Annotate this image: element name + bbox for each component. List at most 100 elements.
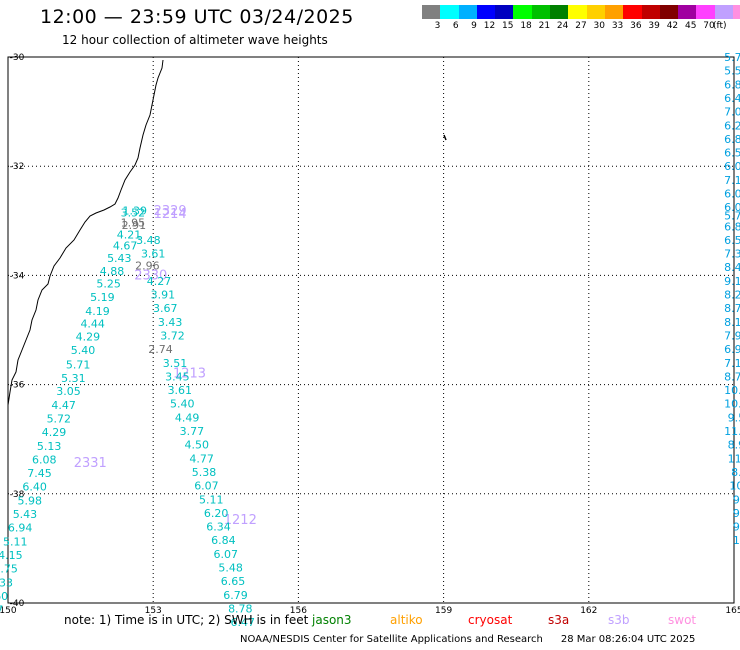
color-scale-label: 27 (575, 21, 587, 31)
wave-height-value: 8.16 (724, 316, 740, 329)
page-subtitle: 12 hour collection of altimeter wave hei… (62, 33, 328, 47)
wave-height-value: 4.50 (185, 439, 210, 452)
wave-height-value: 4.44 (80, 317, 105, 330)
wave-height-value: 5.11 (199, 493, 224, 506)
color-swatch-7 (550, 5, 569, 19)
mission-label-s3b: s3b (608, 613, 630, 627)
color-scale-label: 15 (502, 21, 514, 31)
pass-time-label: 1213 (173, 367, 206, 382)
wave-height-value: 6.53 (724, 147, 740, 160)
wave-height-value: 4.15 (0, 549, 23, 562)
wave-height-value: 4.77 (189, 452, 214, 465)
wave-height-value: 5.40 (170, 398, 195, 411)
pass-time-label: 2330 (134, 268, 167, 283)
color-scale-label: 39 (648, 21, 660, 31)
wave-height-value: 1.39 (123, 204, 148, 217)
wave-height-value: 3.05 (56, 385, 81, 398)
color-swatch-15 (696, 5, 715, 19)
wave-height-value: 5.72 (47, 412, 72, 425)
wave-height-value: 5.19 (90, 291, 115, 304)
wave-height-value: 6.34 (206, 521, 231, 534)
pass-time-label: 2331 (74, 456, 107, 471)
color-swatch-6 (531, 5, 551, 19)
color-scale-units: (ft) (713, 21, 727, 31)
color-swatch-12 (641, 5, 660, 19)
color-scale-label: 24 (556, 21, 569, 31)
map-grid: 150 153 156 159 162 165 -30 -32 -34 -36 -38 -40 (0, 53, 740, 616)
wave-height-value: 4.75 (0, 563, 18, 576)
lon-tick-label: 150 (0, 606, 17, 616)
wave-height-value: 5.11 (3, 535, 28, 548)
color-swatch-10 (604, 5, 624, 19)
wave-height-value: 7.16 (724, 174, 740, 187)
wave-height-value: 9 (733, 493, 740, 506)
page-title: 12:00 — 23:59 UTC 03/24/2025 (40, 6, 354, 28)
wave-height-value: 10.3 (724, 384, 740, 397)
wave-height-value: 3.45 (165, 370, 190, 383)
color-scale-bar (422, 5, 740, 19)
mission-label-cryosat: cryosat (468, 613, 513, 627)
wave-height-value: 7.33 (724, 248, 740, 261)
lat-tick-label: -40 (10, 599, 25, 609)
wave-height-value: 3.77 (180, 425, 205, 438)
wave-height-value: 6.79 (223, 589, 248, 602)
wave-height-value: 4.21 (117, 228, 142, 241)
wave-height-value: 4.27 (147, 275, 172, 288)
lon-tick-label: 159 (435, 606, 452, 616)
wave-height-value: 9 (733, 521, 740, 534)
wave-height-value: 4.47 (51, 399, 76, 412)
wave-height-value: 11. (728, 452, 740, 465)
wave-height-value: 5.25 (96, 278, 121, 291)
color-swatch-13 (659, 5, 679, 19)
wave-height-value: 5.31 (61, 372, 86, 385)
wave-height-value: 3.51 (163, 357, 188, 370)
lat-tick-label: -32 (10, 162, 25, 172)
wave-height-value: 6.04 (724, 188, 740, 201)
credit-text: NOAA/NESDIS Center for Satellite Applica… (240, 634, 543, 645)
wave-height-value: 10.0 (724, 398, 740, 411)
wave-height-value: 4.19 (85, 305, 110, 318)
color-scale-label: 70 (703, 21, 715, 31)
wave-height-value: 7.94 (724, 329, 740, 342)
color-swatch-16 (714, 5, 734, 19)
wave-height-value: 5.98 (18, 494, 43, 507)
color-scale-labels: 3 6 9 12 15 18 21 24 27 30 33 36 39 42 45 70 (422, 21, 715, 31)
coastline (7, 59, 164, 406)
wave-height-value: 6.84 (211, 534, 236, 547)
wave-height-value: 6.40 (22, 481, 47, 494)
lat-tick-label: -36 (10, 381, 25, 391)
lon-tick-label: 165 (725, 606, 740, 616)
pass-time-label: 1212 (224, 513, 257, 528)
wave-height-value: 5.71 (66, 358, 91, 371)
wave-height-value: 5.43 (107, 252, 132, 265)
wave-height-value: 7.45 (27, 467, 52, 480)
wave-height-value: 2.74 (148, 343, 173, 356)
mission-label-jason3: jason3 (312, 613, 352, 627)
color-scale-label: 30 (593, 21, 605, 31)
wave-height-value: 6.43 (724, 92, 740, 105)
wave-height-value: 5.43 (13, 508, 38, 521)
wave-height-value: 6.94 (8, 522, 33, 535)
color-swatch-0 (422, 5, 441, 19)
pass-time-label: 2329 (154, 204, 187, 219)
mission-label-altiko: altiko (390, 613, 423, 627)
wave-height-value: 4.60 (0, 590, 8, 603)
wave-height-value: 5.57 (724, 65, 740, 78)
wave-height-value: 6.07 (214, 548, 239, 561)
wave-height-value: 10 (729, 480, 740, 493)
wave-height-value: 6.87 (724, 220, 740, 233)
wave-height-value: 4.88 (100, 265, 125, 278)
lat-tick-label: -38 (10, 490, 25, 500)
wave-height-value: 6.25 (724, 119, 740, 132)
wave-height-value: 8.70 (724, 370, 740, 383)
footnote: note: 1) Time is in UTC; 2) SWH is in fe… (64, 613, 309, 627)
color-swatch-8 (568, 5, 587, 19)
color-scale-label: 45 (685, 21, 697, 31)
lon-tick-label: 153 (145, 606, 162, 616)
color-scale-label: 12 (483, 21, 496, 31)
wave-height-value: 1.95 (121, 216, 146, 229)
wave-height-value: 4.49 (175, 411, 200, 424)
wave-height-value: 7.05 (724, 106, 740, 119)
wave-height-value: 6.58 (724, 234, 740, 247)
